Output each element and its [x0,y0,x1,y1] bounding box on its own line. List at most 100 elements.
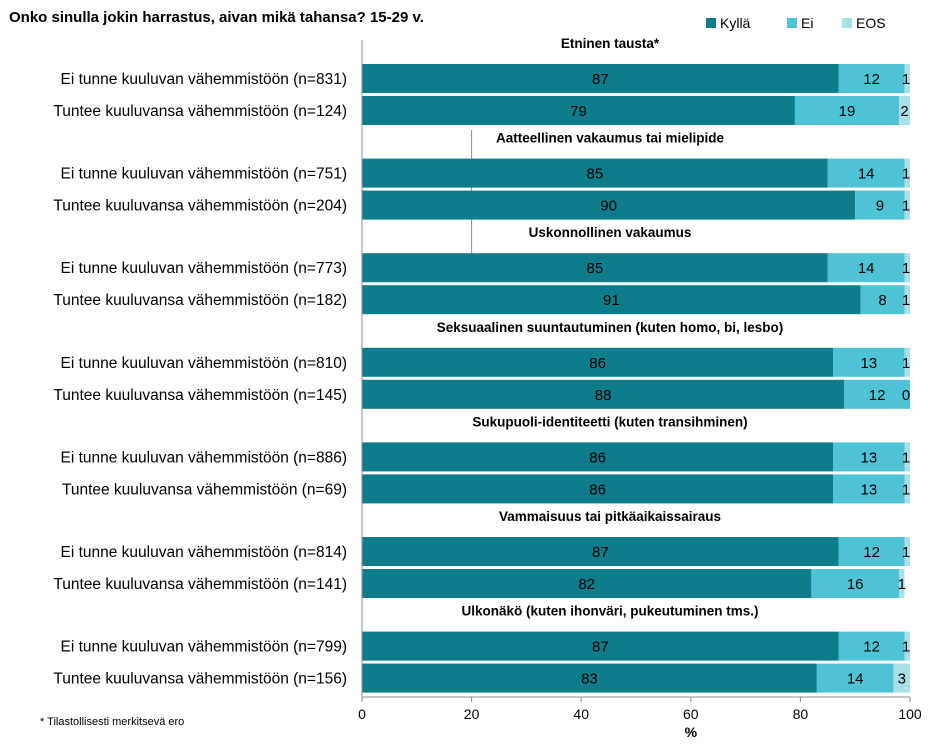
bar-segment-3-0-2 [904,347,910,377]
legend-swatch-1 [787,18,797,28]
bar-segment-0-1-2 [899,96,910,125]
bar-segment-0-0-2 [904,64,910,93]
bar-segment-0-0-0 [362,64,839,93]
bar-segment-2-0-1 [827,253,905,283]
bar-segment-4-1-0 [362,474,834,504]
bar-segment-4-0-2 [904,442,910,472]
row-label-0-1: Tuntee kuuluvansa vähemmistöön (n=124) [53,103,347,120]
bar-segment-2-0-2 [904,253,910,283]
data-label-0-0-2: 1 [902,71,910,88]
bar-segment-2-1-1 [860,285,905,315]
bar-segment-5-1-2 [899,569,905,598]
legend-label-2: EOS [856,15,886,31]
bar-segment-2-0-0 [362,253,828,283]
data-label-4-1-1: 13 [861,481,878,498]
group-title-2: Uskonnollinen vakaumus [529,225,692,240]
x-tick-label-5: 100 [898,706,922,722]
bar-segment-4-0-1 [833,442,905,472]
bar-segment-1-0-1 [827,158,905,188]
row-label-1-1: Tuntee kuuluvansa vähemmistöön (n=204) [53,198,347,215]
data-label-0-1-0: 79 [570,103,587,120]
bar-segment-5-1-1 [811,569,900,598]
data-label-1-1-2: 1 [902,198,910,215]
data-label-2-0-0: 85 [587,260,604,277]
x-tick-label-3: 60 [683,706,699,722]
row-label-6-1: Tuntee kuuluvansa vähemmistöön (n=156) [53,671,347,688]
data-label-5-1-0: 82 [578,576,595,593]
row-label-3-1: Tuntee kuuluvansa vähemmistöön (n=145) [53,387,347,404]
data-label-2-0-2: 1 [902,260,910,277]
group-title-6: Ulkonäkö (kuten ihonväri, pukeutuminen t… [461,604,758,619]
legend-label-0: Kyllä [720,15,751,31]
data-label-0-0-1: 12 [863,71,880,88]
x-tick-label-0: 0 [358,706,366,722]
x-tick-label-4: 80 [793,706,809,722]
bar-segment-0-1-1 [794,96,900,125]
chart-title: Onko sinulla jokin harrastus, aivan mikä… [9,9,424,26]
data-label-4-0-2: 1 [902,449,910,466]
row-label-1-0: Ei tunne kuuluvan vähemmistöön (n=751) [61,166,348,183]
bar-segment-1-1-2 [904,190,910,220]
data-label-2-1-2: 1 [902,292,910,309]
data-label-1-0-2: 1 [902,166,910,183]
data-label-0-1-1: 19 [839,103,856,120]
bar-segment-4-1-2 [904,474,910,504]
data-label-4-0-0: 86 [589,449,606,466]
bar-segment-5-0-2 [904,537,910,566]
data-label-1-1-1: 9 [876,198,884,215]
data-label-5-0-1: 12 [863,544,880,561]
x-tick-label-2: 40 [573,706,589,722]
data-label-1-0-1: 14 [858,166,875,183]
legend-label-1: Ei [801,15,813,31]
bar-segment-1-1-0 [362,190,856,220]
data-label-4-1-0: 86 [589,481,606,498]
bar-segment-5-0-0 [362,537,839,566]
data-label-5-0-2: 1 [902,544,910,561]
data-label-4-1-2: 1 [902,481,910,498]
legend-swatch-2 [842,18,852,28]
data-label-2-0-1: 14 [858,260,875,277]
bar-segment-2-1-2 [904,285,910,315]
data-label-0-1-2: 2 [900,103,908,120]
group-title-1: Aatteellinen vakaumus tai mielipide [496,131,725,146]
data-label-3-1-0: 88 [595,387,612,404]
data-label-6-1-0: 83 [581,671,598,688]
group-title-0: Etninen tausta* [561,36,660,51]
bar-segment-4-0-0 [362,442,834,472]
group-title-4: Sukupuoli-identiteetti (kuten transihmin… [472,414,747,429]
row-label-4-0: Ei tunne kuuluvan vähemmistöön (n=886) [61,449,348,466]
x-axis-label: % [685,724,698,740]
group-title-5: Vammaisuus tai pitkäaikaissairaus [499,509,721,524]
bar-segment-6-0-0 [362,631,839,661]
bar-segment-1-0-2 [904,158,910,188]
bar-segment-5-0-1 [838,537,905,566]
bar-segment-1-1-1 [855,190,905,220]
data-label-5-0-0: 87 [592,544,609,561]
data-label-6-1-2: 3 [898,671,906,688]
data-label-3-1-1: 12 [869,387,886,404]
data-label-0-0-0: 87 [592,71,609,88]
data-label-5-1-2: 1 [898,576,906,593]
footnote: * Tilastollisesti merkitsevä ero [40,716,184,728]
data-label-6-0-1: 12 [863,639,880,656]
x-tick-label-1: 20 [464,706,480,722]
bar-segment-4-1-1 [833,474,905,504]
data-label-6-0-0: 87 [592,639,609,656]
row-label-2-0: Ei tunne kuuluvan vähemmistöön (n=773) [61,260,348,277]
bar-segment-6-1-1 [816,663,894,693]
row-label-5-1: Tuntee kuuluvansa vähemmistöön (n=141) [53,576,347,593]
bar-segment-6-1-0 [362,663,817,693]
data-label-6-0-2: 1 [902,639,910,656]
bar-segment-1-0-0 [362,158,828,188]
bar-segment-3-1-0 [362,379,845,409]
bar-segment-3-0-1 [833,347,905,377]
bar-segment-6-0-1 [838,631,905,661]
row-label-4-1: Tuntee kuuluvansa vähemmistöön (n=69) [62,481,347,498]
data-label-1-1-0: 90 [600,198,617,215]
data-label-6-1-1: 14 [847,671,864,688]
row-label-0-0: Ei tunne kuuluvan vähemmistöön (n=831) [61,71,348,88]
data-label-4-0-1: 13 [861,449,878,466]
legend-swatch-0 [706,18,716,28]
